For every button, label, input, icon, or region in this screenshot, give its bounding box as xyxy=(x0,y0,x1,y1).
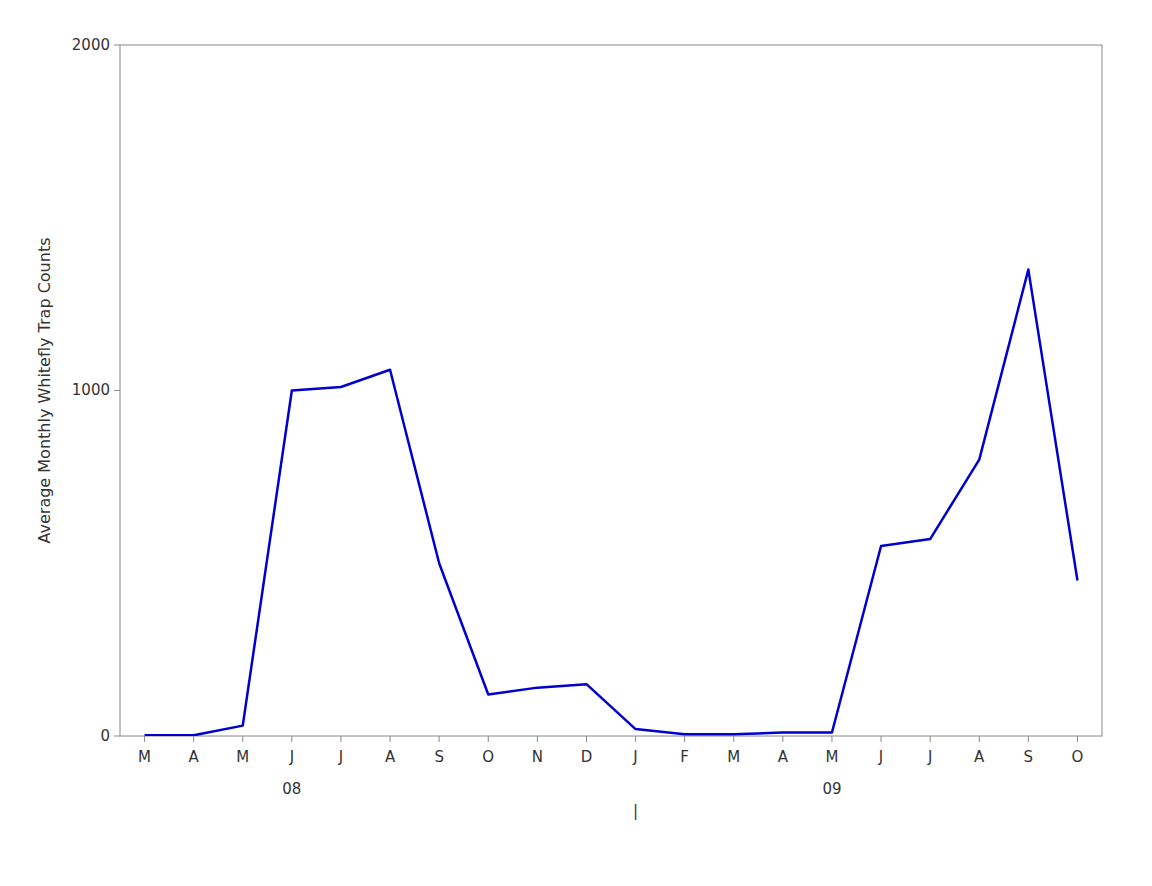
x-tick xyxy=(193,736,194,742)
y-tick-label: 0 xyxy=(100,727,110,745)
x-tick-label: A xyxy=(974,748,985,766)
x-tick-label: S xyxy=(1024,748,1034,766)
x-tick xyxy=(733,736,734,742)
x-tick xyxy=(1028,736,1029,742)
x-tick-label: M xyxy=(825,748,838,766)
x-tick xyxy=(439,736,440,742)
y-tick-label: 2000 xyxy=(72,36,110,54)
x-tick-label: A xyxy=(778,748,789,766)
x-tick-label: J xyxy=(338,748,343,766)
chart: 0 1000 2000 M A M J J A S O N D J F M A M J J A S O 08 09 | Averag… xyxy=(0,0,1152,886)
x-tick-label: J xyxy=(878,748,883,766)
x-tick-label: O xyxy=(482,748,494,766)
x-tick xyxy=(586,736,587,742)
annotation: | xyxy=(633,802,638,820)
x-tick-label: F xyxy=(680,748,689,766)
x-tick xyxy=(537,736,538,742)
x-tick xyxy=(831,736,832,742)
x-tick xyxy=(930,736,931,742)
x-tick xyxy=(291,736,292,742)
x-tick-label: D xyxy=(581,748,593,766)
y-tick xyxy=(114,390,120,391)
x-tick-label: J xyxy=(927,748,932,766)
annotation: 08 xyxy=(282,780,301,798)
x-tick xyxy=(782,736,783,742)
plot-area xyxy=(145,270,1078,736)
data-line xyxy=(145,270,1078,736)
y-tick-label: 1000 xyxy=(72,381,110,399)
y-axis-label: Average Monthly Whitefly Trap Counts xyxy=(35,238,54,544)
x-tick xyxy=(635,736,636,742)
x-tick xyxy=(979,736,980,742)
x-tick-label: J xyxy=(632,748,637,766)
x-tick-label: S xyxy=(434,748,444,766)
x-tick xyxy=(881,736,882,742)
x-tick-label: A xyxy=(385,748,396,766)
annotation: 09 xyxy=(822,780,841,798)
x-tick-label: M xyxy=(138,748,151,766)
plot-frame xyxy=(120,45,1102,736)
x-tick xyxy=(1077,736,1078,742)
x-tick xyxy=(340,736,341,742)
x-tick xyxy=(684,736,685,742)
x-tick-label: A xyxy=(189,748,200,766)
x-tick xyxy=(390,736,391,742)
x-tick-label: M xyxy=(727,748,740,766)
x-tick xyxy=(144,736,145,742)
y-tick xyxy=(114,45,120,46)
x-tick-label: O xyxy=(1072,748,1084,766)
x-tick xyxy=(488,736,489,742)
x-tick-label: J xyxy=(289,748,294,766)
x-tick-label: N xyxy=(532,748,543,766)
x-tick xyxy=(242,736,243,742)
y-tick xyxy=(114,736,120,737)
x-tick-label: M xyxy=(236,748,249,766)
